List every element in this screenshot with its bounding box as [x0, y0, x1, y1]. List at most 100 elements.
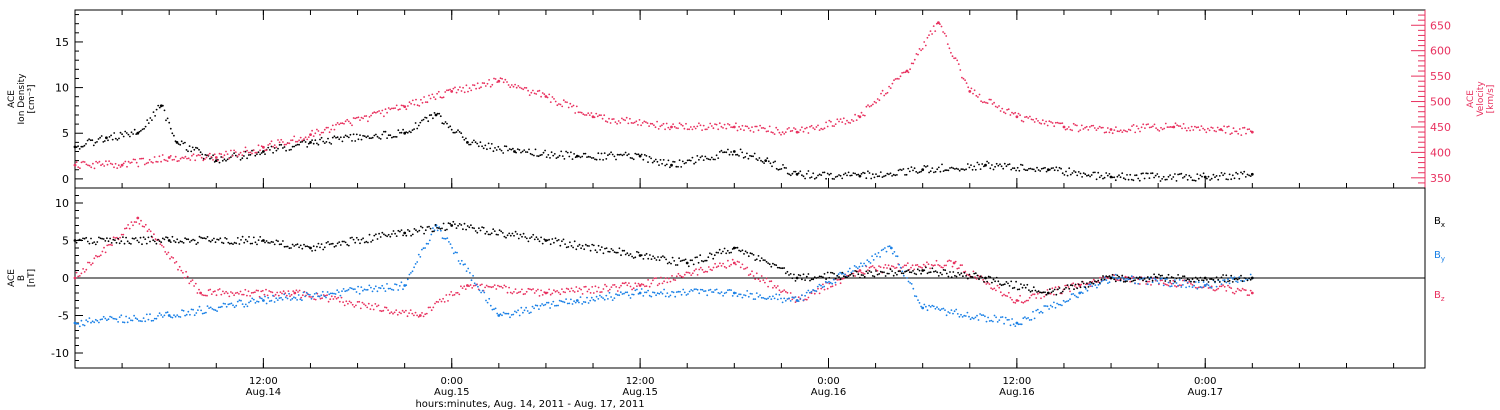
data-point [98, 321, 100, 324]
data-point [661, 292, 664, 295]
data-point [392, 312, 394, 315]
data-point [616, 294, 619, 296]
data-point [252, 298, 255, 301]
data-point [78, 238, 81, 241]
data-point [839, 282, 842, 285]
data-point [367, 241, 369, 244]
data-point [1210, 177, 1213, 180]
data-point [751, 252, 753, 255]
data-point [659, 125, 662, 128]
data-point [1055, 293, 1058, 296]
data-point [459, 262, 462, 265]
data-point [709, 158, 712, 161]
data-point [958, 267, 960, 269]
data-point [600, 246, 603, 249]
data-point [1194, 179, 1197, 182]
data-point [791, 129, 794, 132]
data-point [669, 294, 672, 297]
data-point [565, 150, 567, 153]
data-point [1183, 175, 1186, 178]
data-point [992, 320, 994, 323]
data-point [1044, 305, 1047, 307]
data-point [794, 170, 797, 173]
data-point [517, 237, 520, 240]
data-point [118, 242, 121, 245]
data-point [500, 285, 502, 288]
data-point [402, 128, 404, 131]
data-point [1181, 127, 1183, 130]
data-point [815, 176, 818, 179]
data-point [934, 170, 937, 173]
data-point [694, 161, 697, 164]
data-point [1210, 278, 1213, 280]
data-point [203, 237, 206, 240]
data-point [1020, 323, 1023, 326]
data-point [371, 304, 373, 307]
data-point [562, 99, 565, 102]
data-point [477, 285, 479, 288]
data-point [1215, 288, 1218, 291]
data-point [422, 315, 425, 318]
data-point [421, 312, 423, 314]
data-point [974, 168, 977, 171]
data-point [1011, 111, 1013, 114]
data-point [669, 166, 671, 169]
data-point [164, 251, 167, 253]
data-point [351, 140, 353, 142]
data-point [1037, 120, 1039, 122]
data-point [490, 232, 493, 235]
data-point [602, 288, 605, 290]
data-point [546, 239, 549, 242]
data-point [855, 266, 858, 268]
data-point [961, 264, 963, 266]
data-point [722, 151, 724, 154]
data-point [701, 129, 703, 132]
data-point [621, 154, 624, 157]
data-point [386, 235, 388, 238]
data-point [442, 297, 444, 300]
data-point [429, 97, 432, 100]
data-point [1057, 303, 1060, 306]
data-point [378, 286, 380, 289]
data-point [280, 143, 283, 146]
data-point [169, 127, 172, 130]
data-point [596, 115, 599, 118]
data-point [268, 290, 271, 292]
data-point [251, 149, 253, 152]
data-point [618, 286, 621, 289]
data-point [134, 317, 137, 320]
data-point [1029, 115, 1031, 118]
data-point [167, 314, 171, 317]
data-point [794, 301, 797, 303]
data-point [920, 170, 922, 173]
data-point [1063, 288, 1066, 290]
data-point [1011, 287, 1014, 290]
data-point [1150, 172, 1152, 175]
data-point [1207, 281, 1210, 283]
data-point [784, 131, 787, 134]
data-point [1027, 117, 1030, 119]
data-point [481, 289, 484, 292]
data-point [939, 170, 942, 173]
data-point [454, 131, 456, 134]
data-point [500, 230, 503, 233]
data-point [248, 301, 250, 304]
data-point [910, 283, 913, 285]
data-point [484, 144, 487, 147]
data-point [1113, 129, 1116, 132]
data-point [652, 279, 654, 282]
data-point [341, 290, 343, 292]
data-point [754, 125, 757, 128]
data-point [738, 293, 740, 296]
data-point [80, 239, 83, 242]
data-point [607, 250, 610, 253]
data-point [707, 266, 710, 268]
data-point [602, 297, 604, 299]
data-point [317, 143, 320, 146]
data-point [602, 159, 604, 161]
data-point [1207, 175, 1210, 178]
data-point [730, 289, 732, 291]
data-point [886, 267, 888, 269]
data-point [340, 296, 343, 299]
data-point [228, 157, 231, 160]
